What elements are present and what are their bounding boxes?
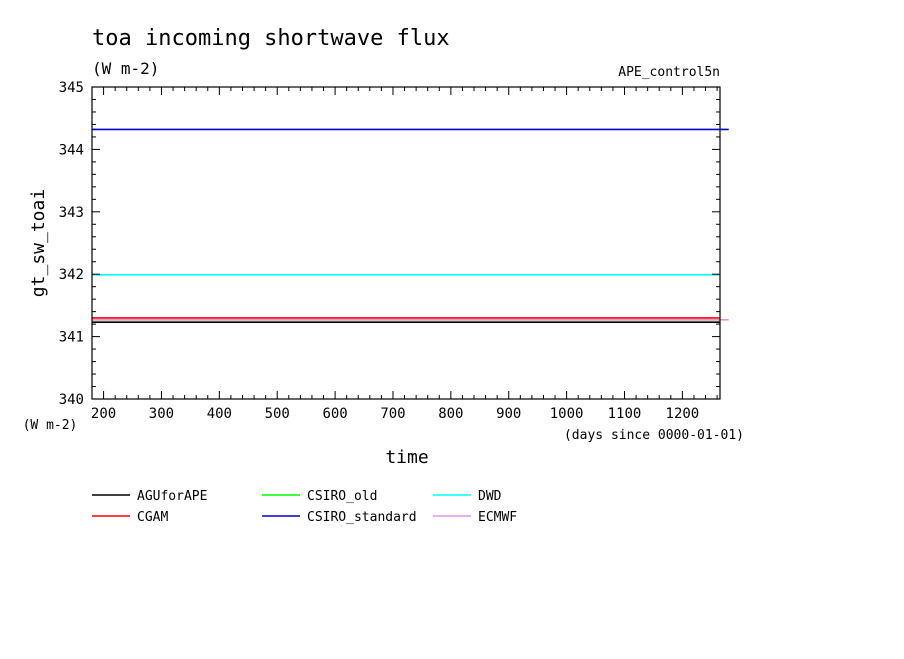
y-tick-label: 342 [59, 267, 84, 283]
x-tick-label: 1000 [550, 406, 584, 422]
legend-label: ECMWF [478, 510, 517, 525]
x-tick-label: 300 [149, 406, 174, 422]
y-tick-label: 340 [59, 392, 84, 408]
x-tick-label: 200 [91, 406, 116, 422]
x-tick-label: 700 [380, 406, 405, 422]
y-axis-label: gt_sw_toai [28, 189, 49, 297]
y-tick-label: 341 [59, 330, 84, 346]
series-layer [92, 128, 729, 324]
ticks-layer: 200 300 400 500 600 700 800 900 1000 1100 1200 340 3… [59, 80, 720, 422]
legend-label: CGAM [137, 510, 168, 525]
legend-label: CSIRO_standard [307, 510, 417, 525]
legend-label: AGUforAPE [137, 489, 207, 504]
x-tick-label: 1100 [608, 406, 642, 422]
x-tick-label: 900 [496, 406, 521, 422]
plot-frame [91, 86, 721, 400]
y-tick-label: 344 [59, 142, 84, 158]
chart-subtitle: (W m-2) [92, 59, 159, 78]
x-tick-label: 1200 [666, 406, 700, 422]
y-tick-label: 343 [59, 205, 84, 221]
legend-label: CSIRO_old [307, 489, 377, 504]
x-tick-label: 800 [438, 406, 463, 422]
chart-title: toa incoming shortwave flux [92, 26, 450, 51]
x-axis-label: time [385, 447, 428, 468]
legend: AGUforAPE CGAM CSIRO_old CSIRO_standard DWD E… [92, 489, 517, 525]
x-tick-label: 600 [322, 406, 347, 422]
y-axis-unit: (W m-2) [23, 418, 78, 433]
x-axis-unit: (days since 0000-01-01) [564, 428, 744, 443]
y-tick-label: 345 [59, 80, 84, 96]
x-tick-label: 500 [265, 406, 290, 422]
experiment-label: APE_control5n [618, 65, 720, 80]
x-tick-label: 400 [207, 406, 232, 422]
legend-label: DWD [478, 489, 502, 504]
